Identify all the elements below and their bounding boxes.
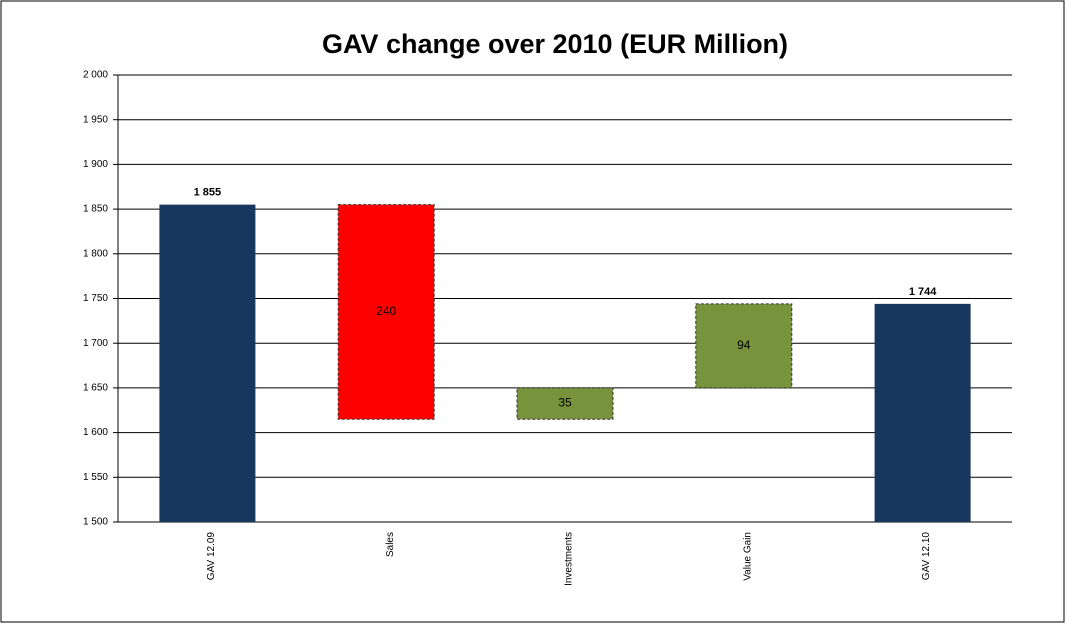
data-label: 94 (737, 338, 751, 352)
x-tick-label: Value Gain (742, 532, 753, 581)
data-label: 1 855 (194, 187, 222, 199)
data-label: 240 (376, 304, 396, 318)
y-tick-label: 1 850 (83, 204, 108, 215)
bar (159, 204, 256, 522)
bar (695, 303, 793, 389)
x-tick-label: Investments (564, 532, 575, 586)
x-tick-label: GAV 12.09 (206, 532, 217, 581)
y-tick-label: 1 600 (83, 427, 108, 438)
bar (516, 387, 614, 420)
chart-title: GAV change over 2010 (EUR Million) (322, 29, 788, 59)
data-label: 1 744 (909, 286, 937, 298)
y-tick-label: 1 650 (83, 383, 108, 394)
x-tick-label: Sales (385, 532, 396, 557)
y-tick-label: 1 750 (83, 293, 108, 304)
y-tick-label: 1 800 (83, 248, 108, 259)
y-tick-label: 2 000 (83, 70, 108, 81)
bar (874, 303, 971, 522)
bar (337, 204, 435, 420)
y-tick-label: 1 500 (83, 517, 108, 528)
x-tick-label: GAV 12.10 (921, 532, 932, 581)
y-tick-label: 1 950 (83, 114, 108, 125)
y-tick-label: 1 700 (83, 338, 108, 349)
y-tick-label: 1 900 (83, 159, 108, 170)
data-label: 35 (558, 396, 572, 410)
y-tick-label: 1 550 (83, 472, 108, 483)
